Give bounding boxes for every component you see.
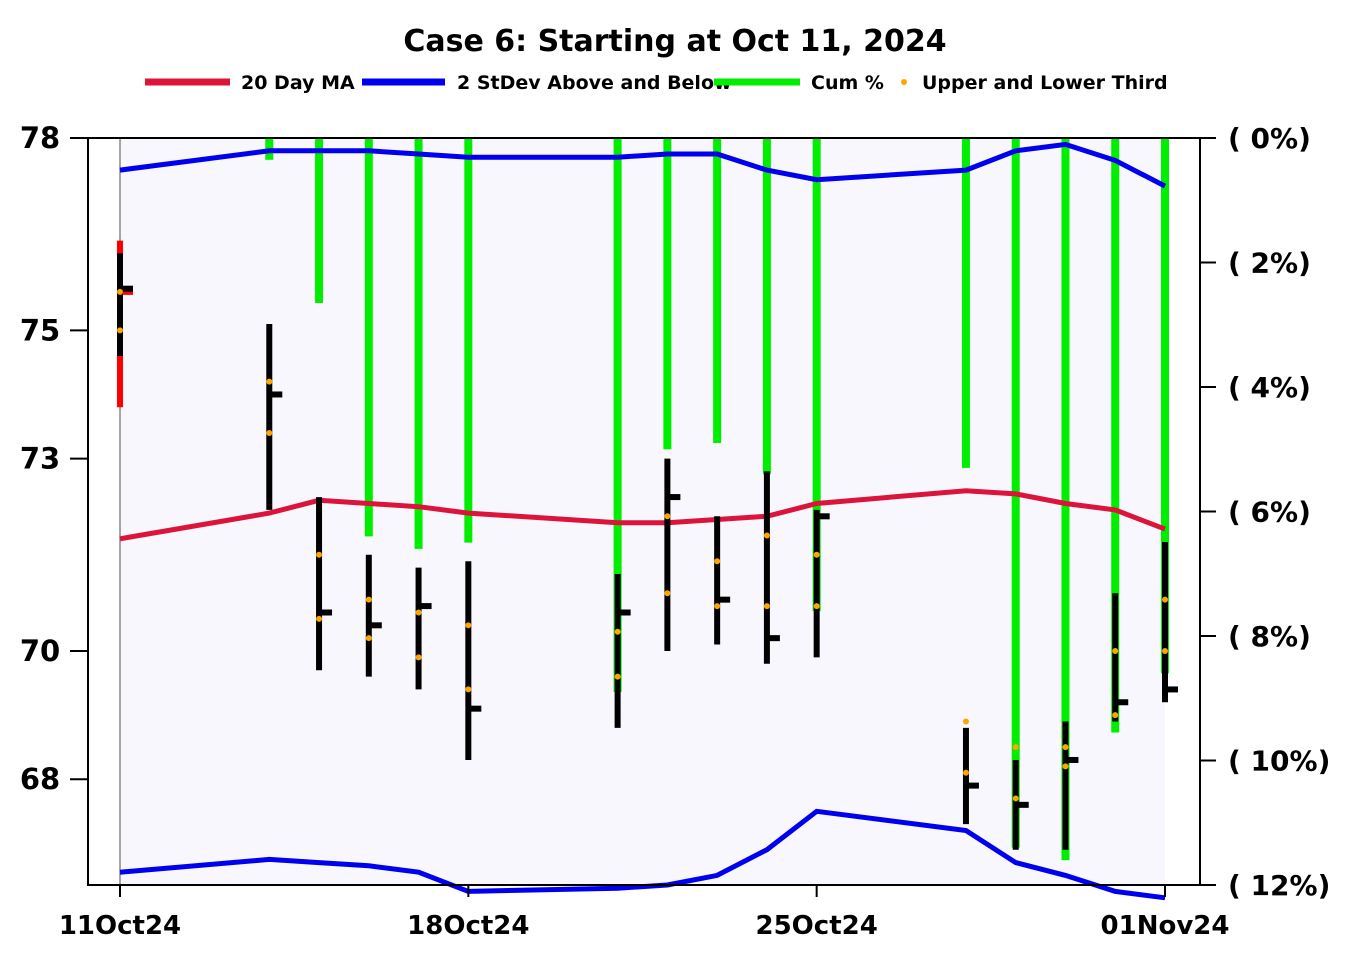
right-axis: ( 0%) ( 2%) ( 4%) ( 6%) ( 8%) ( 10%) ( 12%) [1200,122,1330,902]
x-tick-label: 25Oct24 [756,911,878,941]
ma-line [119,488,1166,542]
x-axis: 11Oct24 18Oct24 25Oct24 01Nov24 [59,885,1230,941]
upper-third-dot [763,532,770,539]
y-tick-label: 73 [20,442,60,476]
legend-label: Cum % [811,72,884,94]
lower-third-dot [1162,647,1168,654]
y-tick-label: 78 [20,121,60,155]
right-tick-label: ( 4%) [1228,371,1311,404]
upper-third-dot [664,513,671,520]
y-axis: 78 75 73 70 68 [20,121,88,796]
lower-third-dot [714,603,721,610]
lower-third-dot [813,603,820,610]
lower-third-dot [614,673,621,680]
lower-third-dot [1112,712,1119,719]
upper-third-dot [813,551,820,558]
y-tick-label: 70 [20,634,60,668]
upper-third-dot [962,718,969,725]
lower-third-dot [316,615,323,622]
right-tick-label: ( 10%) [1228,745,1330,778]
lower-third-dot [415,654,422,661]
upper-third-dot [1062,763,1069,770]
upper-third-dot [266,378,273,385]
cum-percent-bars [265,138,1169,861]
legend-label: 2 StDev Above and Below [457,72,732,94]
upper-third-dot [117,288,123,295]
upper-third-dot [316,551,323,558]
legend-swatch [901,79,907,85]
lower-third-dot [465,686,472,693]
lower-third-dot [763,603,770,610]
upper-band-line [119,141,1167,189]
x-tick-label: 18Oct24 [407,911,529,941]
lower-third-dot [664,590,671,597]
legend-label: Upper and Lower Third [922,72,1168,94]
price-bars [117,240,1178,850]
legend-label: 20 Day MA [241,72,355,94]
chart-title: Case 6: Starting at Oct 11, 2024 [403,24,946,59]
right-tick-label: ( 12%) [1228,869,1330,902]
upper-third-dot [614,628,621,635]
right-tick-label: ( 8%) [1228,620,1311,653]
upper-third-dot [465,622,472,629]
upper-third-dot [1162,596,1168,603]
upper-third-dot [1012,744,1019,751]
lower-third-dot [962,769,969,776]
upper-third-dot [415,609,422,616]
lower-third-dot [1062,744,1069,751]
y-tick-label: 68 [20,762,60,796]
third-dots [117,288,1168,802]
right-tick-label: ( 0%) [1228,122,1311,155]
lower-third-dot [365,635,372,642]
lower-third-dot [117,327,123,334]
upper-third-dot [714,558,721,565]
upper-third-dot [365,596,372,603]
right-tick-label: ( 6%) [1228,496,1311,529]
lower-band-line [119,808,1166,901]
x-tick-label: 01Nov24 [1101,911,1230,941]
y-tick-label: 75 [20,313,60,347]
upper-third-dot [1112,647,1119,654]
lower-third-dot [266,429,273,436]
lower-third-dot [1012,795,1019,802]
band-fill [120,138,1165,885]
plot-area [87,137,1201,901]
right-tick-label: ( 2%) [1228,247,1311,280]
legend: 20 Day MA 2 StDev Above and Below Cum % Upp… [145,72,1168,94]
x-tick-label: 11Oct24 [59,911,181,941]
